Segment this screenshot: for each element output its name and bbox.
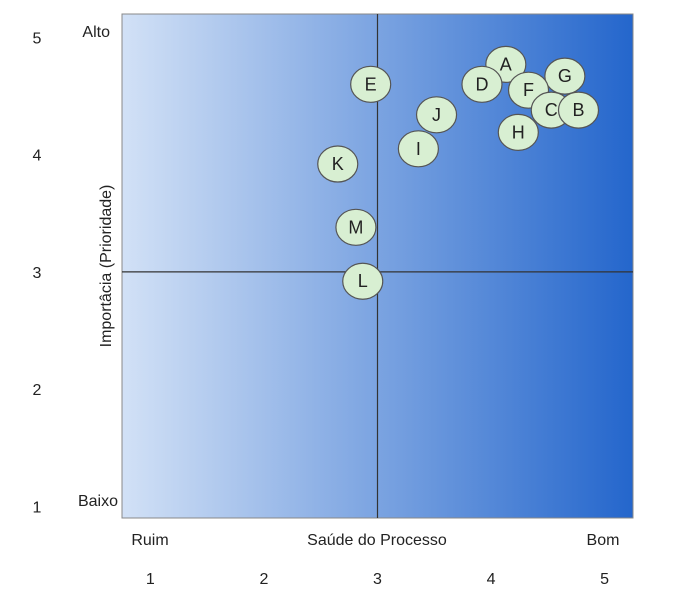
y-high-label: Alto <box>82 24 110 41</box>
bubble-label-e: E <box>365 74 377 94</box>
bubble-m <box>335 208 377 246</box>
bubble-k <box>317 145 359 183</box>
bubble-g <box>544 57 586 95</box>
y-low-label: Baixo <box>78 493 118 510</box>
bubble-label-h: H <box>512 122 525 142</box>
x-tick-label: 2 <box>259 571 268 588</box>
x-high-label: Bom <box>587 532 620 549</box>
bubble-e <box>350 65 392 103</box>
y-tick-label: 1 <box>33 499 42 516</box>
bubble-label-k: K <box>332 154 344 174</box>
bubble-h <box>497 113 539 151</box>
x-tick-label: 4 <box>487 571 496 588</box>
y-tick-label: 2 <box>33 382 42 399</box>
bubbles: AD G FC B H E JI K M L <box>317 45 600 300</box>
bubble-d <box>461 65 503 103</box>
bubble-label-m: M <box>348 217 363 237</box>
bubble-i <box>397 130 439 168</box>
x-tick-label: 5 <box>600 571 609 588</box>
bubble-label-d: D <box>475 74 488 94</box>
bubble-label-c: C <box>545 100 558 120</box>
bubble-l <box>342 262 384 300</box>
bubble-label-l: L <box>358 271 368 291</box>
bubble-label-i: I <box>416 139 421 159</box>
x-tick-labels: 1 2 3 4 5 <box>146 571 609 588</box>
x-tick-label: 1 <box>146 571 155 588</box>
bubble-label-b: B <box>572 100 584 120</box>
bubble-j <box>415 96 458 134</box>
bubble-label-a: A <box>500 54 512 74</box>
x-axis-title: Saúde do Processo <box>307 532 447 549</box>
y-tick-label: 5 <box>33 30 42 47</box>
y-tick-labels: 1 2 3 4 5 <box>33 30 42 516</box>
y-axis-title: Importâcia (Prioridade) <box>98 185 115 348</box>
bubble-label-j: J <box>432 105 441 125</box>
y-tick-label: 3 <box>33 265 42 282</box>
bubble-b <box>557 91 600 129</box>
bubble-label-f: F <box>523 80 534 100</box>
bubble-label-g: G <box>558 66 572 86</box>
x-tick-label: 3 <box>373 571 382 588</box>
x-low-label: Ruim <box>131 532 168 549</box>
y-tick-label: 4 <box>33 148 42 165</box>
